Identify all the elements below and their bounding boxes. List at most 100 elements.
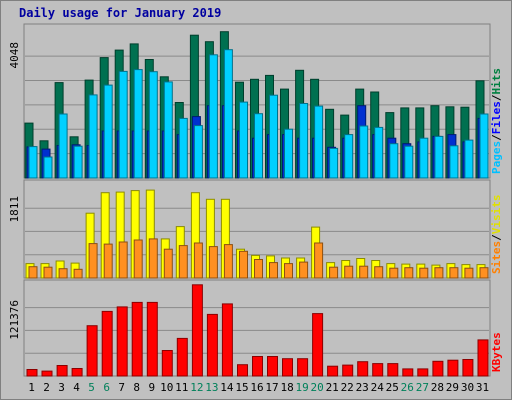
bar-kbytes-day-28 bbox=[432, 360, 444, 377]
bar-kbytes-day-17 bbox=[267, 356, 278, 377]
bar-sites-day-17 bbox=[269, 262, 278, 279]
day-label-16: 16 bbox=[250, 381, 263, 394]
day-label-1: 1 bbox=[28, 381, 35, 394]
bar-kbytes-day-21 bbox=[327, 365, 339, 377]
bar-kbytes-day-30 bbox=[462, 359, 474, 377]
day-label-17: 17 bbox=[265, 381, 278, 394]
bar-pages-day-9 bbox=[148, 71, 158, 179]
bar-sites-day-16 bbox=[254, 259, 263, 279]
bar-sites-day-28 bbox=[434, 267, 444, 279]
bar-pages-day-25 bbox=[389, 143, 399, 179]
bar-pages-day-12 bbox=[193, 125, 203, 179]
bar-sites-day-3 bbox=[58, 268, 68, 279]
bar-kbytes-day-18 bbox=[282, 358, 293, 377]
bar-pages-day-21 bbox=[329, 147, 339, 179]
bar-sites-day-23 bbox=[359, 265, 369, 279]
bar-pages-day-3 bbox=[58, 113, 68, 179]
bar-sites-day-31 bbox=[479, 267, 489, 279]
bar-sites-day-21 bbox=[329, 266, 339, 279]
side-legend-hits-files-pages: Pages/Files/Hits bbox=[490, 68, 503, 174]
bar-sites-day-18 bbox=[284, 263, 293, 279]
bar-pages-day-18 bbox=[284, 128, 293, 179]
day-label-15: 15 bbox=[235, 381, 248, 394]
day-label-21: 21 bbox=[326, 381, 339, 394]
bar-sites-day-12 bbox=[193, 242, 203, 279]
day-label-4: 4 bbox=[73, 381, 80, 394]
bar-kbytes-day-10 bbox=[161, 350, 173, 377]
bar-kbytes-day-31 bbox=[477, 339, 489, 377]
day-label-9: 9 bbox=[148, 381, 155, 394]
day-label-3: 3 bbox=[58, 381, 65, 394]
day-label-28: 28 bbox=[431, 381, 444, 394]
bar-sites-day-4 bbox=[73, 268, 83, 279]
day-label-14: 14 bbox=[220, 381, 234, 394]
legend-hits: Hits bbox=[490, 68, 503, 95]
bar-sites-day-29 bbox=[449, 267, 459, 279]
chart-title: Daily usage for January 2019 bbox=[19, 6, 222, 20]
day-label-13: 13 bbox=[205, 381, 218, 394]
bar-kbytes-day-4 bbox=[71, 368, 83, 377]
bar-kbytes-day-19 bbox=[297, 358, 309, 377]
side-legend-visits-sites: Sites/Visits bbox=[490, 195, 503, 275]
bar-sites-day-27 bbox=[419, 267, 429, 279]
bar-kbytes-day-9 bbox=[146, 301, 158, 377]
bar-pages-day-28 bbox=[434, 135, 444, 179]
bar-kbytes-day-12 bbox=[191, 284, 203, 377]
bar-sites-day-25 bbox=[389, 267, 399, 279]
bar-pages-day-16 bbox=[254, 113, 263, 179]
day-label-11: 11 bbox=[175, 381, 188, 394]
legend-sites: Sites bbox=[490, 241, 503, 274]
bar-sites-day-6 bbox=[103, 243, 113, 279]
day-label-29: 29 bbox=[446, 381, 459, 394]
bar-kbytes-day-8 bbox=[131, 301, 143, 377]
bar-pages-day-11 bbox=[178, 117, 188, 179]
bar-kbytes-day-29 bbox=[447, 359, 459, 377]
bar-kbytes-day-13 bbox=[206, 313, 218, 377]
bar-pages-day-23 bbox=[359, 125, 369, 179]
day-label-5: 5 bbox=[88, 381, 95, 394]
legend-kbytes: KBytes bbox=[490, 332, 503, 372]
bar-kbytes-day-11 bbox=[176, 337, 188, 377]
legend-pages: Pages bbox=[490, 141, 503, 174]
bar-pages-day-15 bbox=[239, 101, 248, 179]
bar-sites-day-7 bbox=[118, 241, 128, 279]
bar-kbytes-day-3 bbox=[56, 365, 68, 377]
bar-sites-day-11 bbox=[178, 245, 188, 279]
bar-pages-day-8 bbox=[133, 69, 143, 179]
bar-kbytes-day-22 bbox=[342, 364, 354, 377]
bar-kbytes-day-1 bbox=[26, 369, 38, 377]
bar-sites-day-19 bbox=[299, 261, 309, 279]
bar-pages-day-6 bbox=[103, 84, 113, 179]
bar-kbytes-day-15 bbox=[237, 364, 248, 377]
day-label-31: 31 bbox=[476, 381, 489, 394]
bar-sites-day-14 bbox=[223, 244, 233, 279]
bar-kbytes-day-6 bbox=[101, 310, 113, 377]
bar-sites-day-30 bbox=[464, 267, 474, 279]
legend-visits: Visits bbox=[490, 195, 503, 235]
bar-sites-day-1 bbox=[28, 266, 38, 279]
day-label-18: 18 bbox=[280, 381, 293, 394]
bar-pages-day-26 bbox=[404, 145, 414, 179]
day-label-24: 24 bbox=[371, 381, 385, 394]
bar-sites-day-8 bbox=[133, 239, 143, 279]
bar-pages-day-17 bbox=[269, 94, 278, 179]
legend-separator: / bbox=[490, 94, 503, 101]
bar-sites-day-15 bbox=[239, 250, 248, 279]
bar-sites-day-22 bbox=[344, 265, 354, 279]
day-label-12: 12 bbox=[190, 381, 203, 394]
bar-sites-day-2 bbox=[43, 266, 53, 279]
bar-kbytes-day-27 bbox=[417, 368, 429, 377]
bar-pages-day-2 bbox=[43, 156, 53, 179]
bar-pages-day-30 bbox=[464, 139, 474, 179]
bar-kbytes-day-2 bbox=[41, 370, 53, 377]
bar-kbytes-day-7 bbox=[116, 306, 128, 377]
bar-pages-day-5 bbox=[88, 94, 98, 179]
bar-sites-day-9 bbox=[148, 238, 158, 279]
legend-files: Files bbox=[490, 101, 503, 134]
bar-pages-day-13 bbox=[208, 54, 218, 179]
bar-pages-day-7 bbox=[118, 70, 128, 179]
day-label-6: 6 bbox=[103, 381, 110, 394]
day-label-10: 10 bbox=[160, 381, 173, 394]
bar-sites-day-13 bbox=[208, 246, 218, 279]
